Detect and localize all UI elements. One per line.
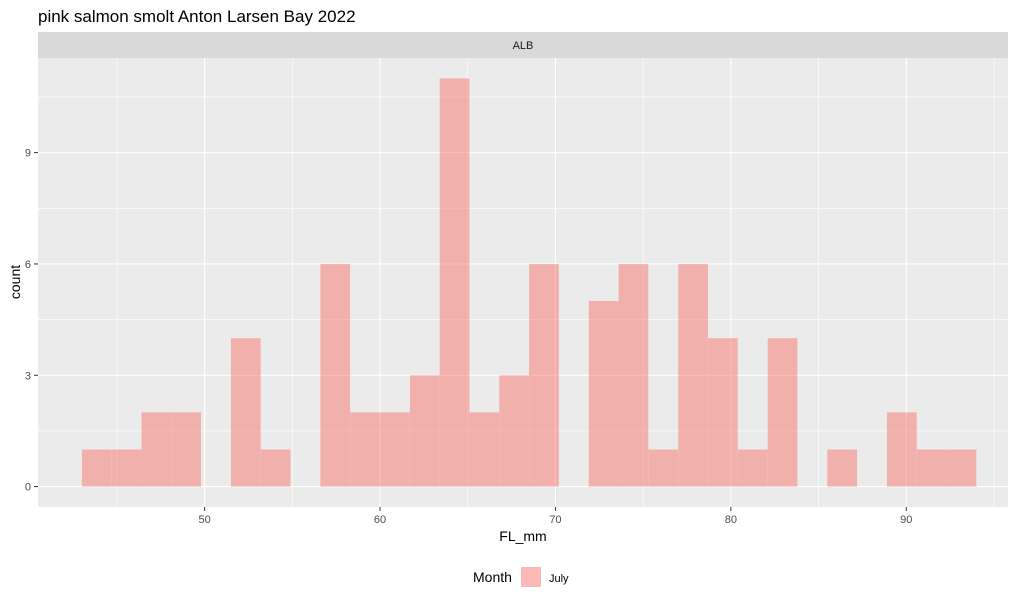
histogram-bar [409,375,440,487]
histogram-bar [588,301,619,487]
x-tick-label: 70 [549,514,561,526]
histogram-bar [678,263,708,487]
histogram-bar [827,449,858,487]
legend-title: Month [473,569,512,585]
histogram-bar [380,412,410,487]
facet-label: ALB [513,40,534,52]
x-tick-label: 60 [374,514,386,526]
histogram-bar [648,449,679,487]
histogram-bar [320,263,351,487]
x-tick-label: 90 [900,514,912,526]
y-axis-ticks: 0 3 6 9 [25,148,38,494]
x-axis-title: FL_mm [499,528,546,544]
histogram-bar [618,263,649,487]
histogram-bar [260,449,291,487]
x-axis-ticks: 50 60 70 80 90 [199,507,912,526]
histogram-bar [171,412,202,487]
histogram-bar [529,263,559,487]
x-tick-label: 80 [725,514,737,526]
histogram-bar [469,412,500,487]
facet-strip [38,32,1008,58]
histogram-bar [350,412,380,487]
legend-key-july [521,567,541,587]
histogram-bar [886,412,917,487]
y-tick-label: 9 [25,148,31,160]
x-tick-label: 50 [199,514,211,526]
histogram-bar [230,338,261,487]
y-axis-title: count [7,265,23,299]
histogram-bar [439,78,470,487]
y-tick-label: 3 [25,370,31,382]
legend: Month July [473,567,569,587]
histogram-bar [916,449,947,487]
histogram-bar [111,449,142,487]
histogram-bar [81,449,112,487]
histogram-bar [141,412,172,487]
histogram-bar [737,449,768,487]
histogram-bar [708,338,738,487]
histogram-bars [81,78,977,487]
y-tick-label: 0 [25,482,31,494]
histogram-bar [946,449,977,487]
major-gridlines [38,58,1008,507]
y-tick-label: 6 [25,259,31,271]
chart-title: pink salmon smolt Anton Larsen Bay 2022 [38,7,356,26]
histogram-bar [499,375,530,487]
legend-label-july: July [549,573,569,585]
histogram-bar [767,338,798,487]
